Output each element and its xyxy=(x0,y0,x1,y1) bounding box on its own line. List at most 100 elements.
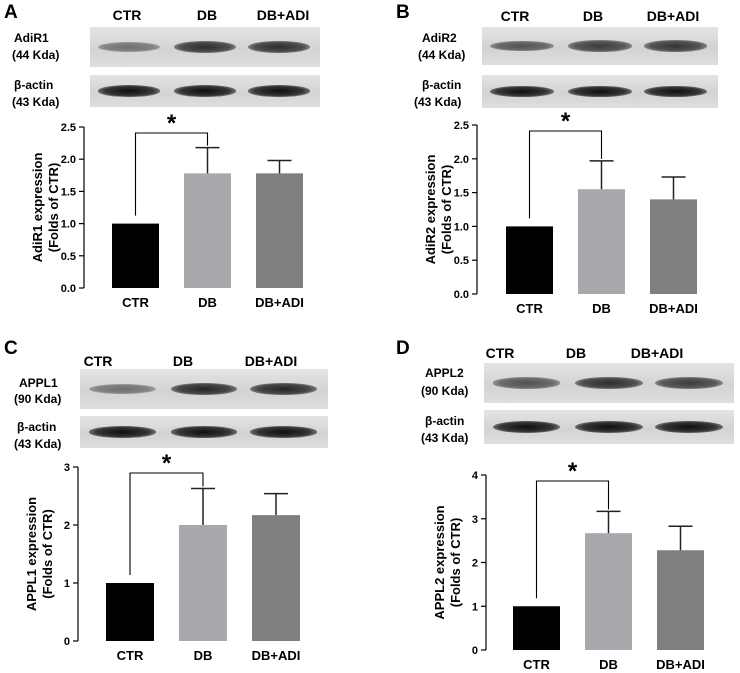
western-blot-actin xyxy=(484,410,734,444)
blot-protein-label: β-actin xyxy=(17,420,57,434)
protein-band xyxy=(490,40,554,52)
actin-band xyxy=(88,426,156,438)
y-tick-label: 0.0 xyxy=(61,283,76,295)
lane-label: DB+ADI xyxy=(646,8,700,24)
blot-protein-label: AdiR1 xyxy=(14,31,49,45)
blot-protein-label: AdiR2 xyxy=(422,31,457,45)
bar-chart: 0.0 0.5 1.0 1.5 2.0 2.5 AdiR2 expression (Folds… xyxy=(423,108,698,316)
actin-band xyxy=(490,85,554,98)
y-tick-label: 2 xyxy=(64,520,70,532)
lane-label: DB xyxy=(196,7,218,23)
blot-weight-label: (43 Kda) xyxy=(14,437,62,451)
actin-band xyxy=(655,420,723,434)
bar xyxy=(256,173,303,288)
actin-band xyxy=(98,85,161,97)
panel-letter: B xyxy=(396,2,410,23)
actin-band xyxy=(173,85,237,97)
panel-letter: C xyxy=(4,338,18,359)
y-tick-label: 1 xyxy=(64,578,70,590)
panel-letter: D xyxy=(396,338,410,359)
western-blot-actin xyxy=(80,416,328,448)
y-axis-subtitle: (Folds of CTR) xyxy=(46,163,61,253)
bar xyxy=(657,550,704,650)
blot-weight-label: (90 Kda) xyxy=(421,384,469,398)
protein-band xyxy=(568,40,632,52)
western-blot-target xyxy=(482,27,718,65)
y-axis-title: AdiR1 expression xyxy=(30,153,45,263)
y-axis-subtitle: (Folds of CTR) xyxy=(439,165,454,255)
protein-band xyxy=(492,377,561,389)
x-category-label: DB+ADI xyxy=(252,648,301,663)
blot-protein-label: APPL1 xyxy=(19,376,58,390)
panel-c: C CTR DB DB+ADI APPL1 (90 Kda) β-actin (… xyxy=(0,336,370,673)
x-category-label: CTR xyxy=(122,295,149,310)
y-tick-label: 2.5 xyxy=(454,120,469,132)
panel-letter: A xyxy=(4,2,18,23)
x-category-label: CTR xyxy=(523,657,550,672)
significance-star: * xyxy=(162,450,172,477)
y-tick-label: 0.0 xyxy=(454,289,469,301)
lane-label: CTR xyxy=(112,7,142,23)
significance-bracket xyxy=(528,130,603,219)
actin-band xyxy=(575,420,643,434)
bar xyxy=(585,533,632,650)
lane-label: DB+ADI xyxy=(630,345,684,361)
actin-band xyxy=(568,85,632,98)
x-category-label: DB+ADI xyxy=(649,301,698,316)
significance-star: * xyxy=(561,108,571,135)
blot-weight-label: (44 Kda) xyxy=(12,48,60,62)
x-category-label: DB xyxy=(599,657,618,672)
western-blot-target xyxy=(90,27,320,67)
western-blot-actin xyxy=(90,75,320,107)
y-tick-label: 2 xyxy=(472,558,478,570)
bar xyxy=(578,189,625,294)
blot-weight-label: (43 Kda) xyxy=(421,431,469,445)
actin-band xyxy=(170,426,238,438)
bar xyxy=(112,223,159,288)
y-tick-label: 1.0 xyxy=(61,219,76,231)
y-tick-label: 0 xyxy=(472,645,478,657)
y-axis-title: APPL1 expression xyxy=(24,497,39,611)
panel-b: B CTR DB DB+ADI AdiR2 (44 Kda) β-actin (… xyxy=(370,0,740,320)
x-category-label: DB+ADI xyxy=(255,295,304,310)
actin-band xyxy=(643,85,708,98)
x-category-label: CTR xyxy=(516,301,543,316)
protein-band xyxy=(655,377,723,389)
x-category-label: CTR xyxy=(117,648,144,663)
actin-band xyxy=(247,85,310,97)
protein-band xyxy=(575,376,643,390)
bar xyxy=(184,173,231,288)
bar-chart: 0 1 2 3 4 APPL2 expression (Folds of CTR) CTR DB… xyxy=(432,458,705,672)
lane-label: CTR xyxy=(500,8,530,24)
blot-protein-label: β-actin xyxy=(425,414,465,428)
x-category-label: DB xyxy=(194,648,213,663)
bar xyxy=(513,606,560,650)
y-tick-label: 1.5 xyxy=(61,186,76,198)
y-axis-title: APPL2 expression xyxy=(432,505,447,619)
blot-weight-label: (43 Kda) xyxy=(414,95,462,109)
x-category-label: DB xyxy=(592,301,611,316)
actin-band xyxy=(249,426,317,438)
y-tick-label: 1.0 xyxy=(454,221,469,233)
actin-band xyxy=(492,420,561,434)
bar-chart: 0.0 0.5 1.0 1.5 2.0 2.5 AdiR1 expression (Folds… xyxy=(30,110,304,310)
y-tick-label: 1.5 xyxy=(454,188,469,200)
y-tick-label: 2.0 xyxy=(61,154,76,166)
y-axis-subtitle: (Folds of CTR) xyxy=(40,509,55,599)
significance-star: * xyxy=(568,458,578,485)
protein-band xyxy=(643,40,708,52)
x-category-label: DB xyxy=(198,295,217,310)
lane-label: DB xyxy=(582,8,604,24)
protein-band xyxy=(88,383,156,395)
bar xyxy=(252,515,300,641)
western-blot-actin xyxy=(482,75,718,108)
significance-bracket xyxy=(134,132,209,216)
bar xyxy=(179,525,227,641)
y-tick-label: 2.5 xyxy=(61,122,76,134)
bar xyxy=(650,199,697,294)
protein-band xyxy=(249,382,317,396)
lane-label: CTR xyxy=(485,345,515,361)
lane-label: CTR xyxy=(83,353,113,369)
blot-protein-label: β-actin xyxy=(422,78,462,92)
blot-weight-label: (43 Kda) xyxy=(12,95,60,109)
